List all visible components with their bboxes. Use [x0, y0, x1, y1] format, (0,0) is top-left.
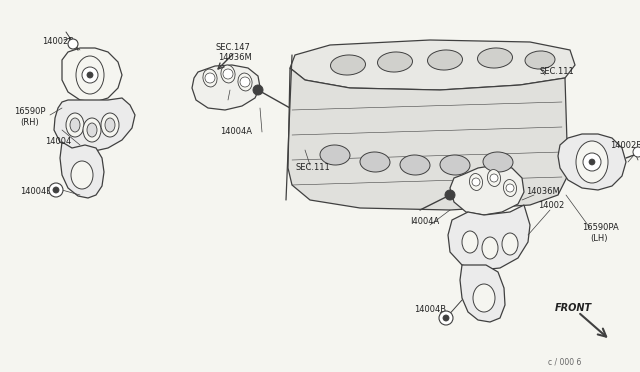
- Ellipse shape: [360, 152, 390, 172]
- Circle shape: [223, 69, 233, 79]
- Circle shape: [583, 153, 601, 171]
- Circle shape: [490, 174, 498, 182]
- Ellipse shape: [477, 48, 513, 68]
- Circle shape: [240, 77, 250, 87]
- Ellipse shape: [203, 69, 217, 87]
- Polygon shape: [54, 98, 135, 152]
- Text: 16590PA: 16590PA: [582, 224, 619, 232]
- Text: 14004B: 14004B: [414, 305, 446, 314]
- Circle shape: [205, 73, 215, 83]
- Ellipse shape: [428, 50, 463, 70]
- Ellipse shape: [76, 56, 104, 94]
- Text: c / 000 6: c / 000 6: [548, 357, 581, 366]
- Ellipse shape: [482, 237, 498, 259]
- Ellipse shape: [70, 118, 80, 132]
- Circle shape: [49, 183, 63, 197]
- Ellipse shape: [473, 284, 495, 312]
- Text: 14036M: 14036M: [218, 52, 252, 61]
- Polygon shape: [450, 165, 524, 215]
- Text: 16590P: 16590P: [14, 108, 45, 116]
- Ellipse shape: [101, 113, 119, 137]
- Ellipse shape: [440, 155, 470, 175]
- Polygon shape: [192, 65, 260, 110]
- Ellipse shape: [320, 145, 350, 165]
- Ellipse shape: [105, 118, 115, 132]
- Circle shape: [253, 85, 263, 95]
- Polygon shape: [448, 205, 530, 270]
- Text: 14002B: 14002B: [610, 141, 640, 150]
- Circle shape: [445, 190, 455, 200]
- Circle shape: [506, 184, 514, 192]
- Polygon shape: [558, 134, 626, 190]
- Text: SEC.111: SEC.111: [295, 164, 330, 173]
- Ellipse shape: [470, 173, 483, 190]
- Text: 14002: 14002: [538, 201, 564, 209]
- Circle shape: [589, 159, 595, 165]
- Text: SEC.111: SEC.111: [540, 67, 575, 77]
- Polygon shape: [290, 40, 575, 90]
- Ellipse shape: [488, 170, 500, 186]
- Ellipse shape: [576, 141, 608, 183]
- Polygon shape: [460, 265, 505, 322]
- Ellipse shape: [504, 180, 516, 196]
- Ellipse shape: [378, 52, 413, 72]
- Polygon shape: [288, 68, 568, 210]
- Text: FRONT: FRONT: [555, 303, 592, 313]
- Ellipse shape: [66, 113, 84, 137]
- Circle shape: [633, 147, 640, 157]
- Ellipse shape: [221, 65, 235, 83]
- Ellipse shape: [330, 55, 365, 75]
- Polygon shape: [62, 48, 122, 102]
- Text: 14004B: 14004B: [20, 187, 52, 196]
- Circle shape: [68, 39, 78, 49]
- Text: 14036M: 14036M: [526, 187, 560, 196]
- Text: 14004: 14004: [45, 138, 71, 147]
- Circle shape: [439, 311, 453, 325]
- Ellipse shape: [83, 118, 101, 142]
- Circle shape: [87, 72, 93, 78]
- Ellipse shape: [71, 161, 93, 189]
- Ellipse shape: [483, 152, 513, 172]
- Text: SEC.147: SEC.147: [215, 44, 250, 52]
- Circle shape: [53, 187, 59, 193]
- Ellipse shape: [462, 231, 478, 253]
- Text: (LH): (LH): [590, 234, 607, 243]
- Text: I4004A: I4004A: [410, 218, 439, 227]
- Text: 14004A: 14004A: [220, 128, 252, 137]
- Circle shape: [443, 315, 449, 321]
- Circle shape: [472, 178, 480, 186]
- Ellipse shape: [400, 155, 430, 175]
- Circle shape: [82, 67, 98, 83]
- Polygon shape: [60, 142, 104, 198]
- Ellipse shape: [502, 233, 518, 255]
- Text: (RH): (RH): [20, 118, 39, 126]
- Ellipse shape: [238, 73, 252, 91]
- Ellipse shape: [525, 51, 555, 69]
- Ellipse shape: [87, 123, 97, 137]
- Text: 14002B: 14002B: [42, 38, 74, 46]
